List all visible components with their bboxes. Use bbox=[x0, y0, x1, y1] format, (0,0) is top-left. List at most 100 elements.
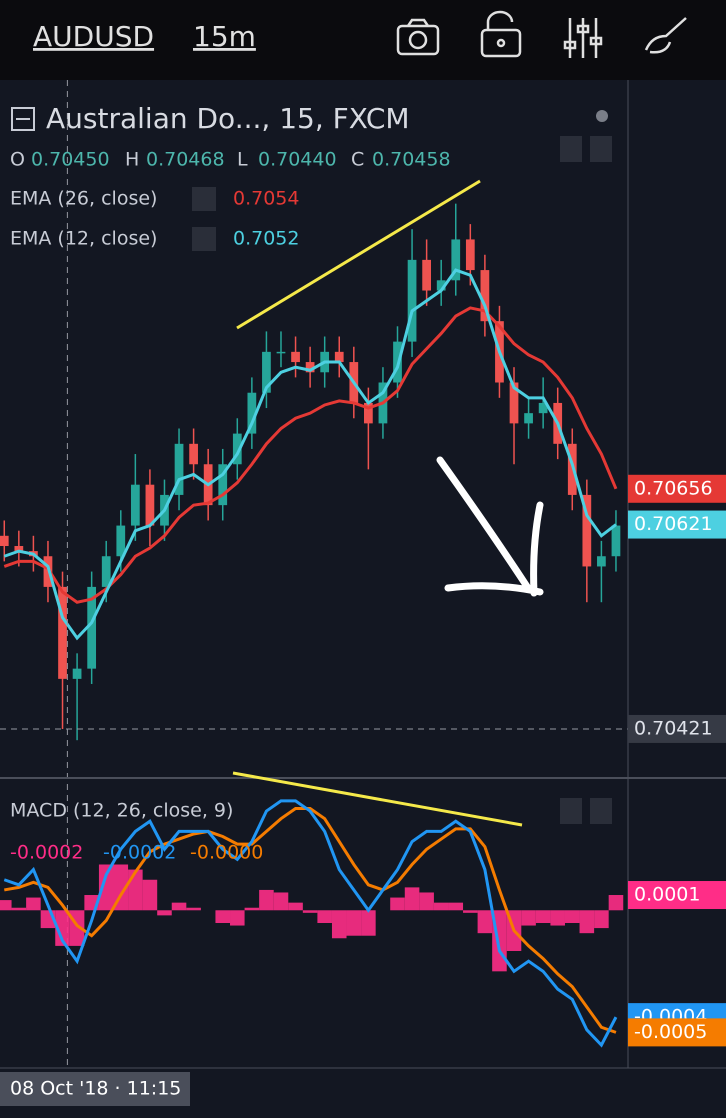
candle-body bbox=[305, 362, 315, 373]
histogram-bar bbox=[346, 910, 362, 936]
candle-body bbox=[465, 239, 475, 271]
macd-legend-value: -0.0002 bbox=[103, 842, 176, 864]
ohlc-value: 0.70468 bbox=[146, 149, 225, 171]
candle-body bbox=[218, 464, 228, 506]
interval[interactable]: 15m bbox=[193, 20, 256, 53]
candle-body bbox=[58, 586, 67, 679]
legend: Australian Do..., 15, FXCM MACD (12, 26,… bbox=[10, 102, 612, 864]
signal-last-label: -0.0005 bbox=[634, 1021, 707, 1043]
histogram-bar bbox=[171, 902, 187, 911]
histogram-legend-value: -0.0002 bbox=[10, 842, 83, 864]
histogram-bar bbox=[564, 910, 580, 923]
candle-body bbox=[0, 535, 9, 547]
histogram-bar bbox=[11, 907, 27, 911]
ohlc-value: 0.70458 bbox=[372, 149, 451, 171]
histogram-bar bbox=[361, 910, 376, 936]
histogram-last-label: 0.0001 bbox=[634, 884, 700, 906]
histogram-bar bbox=[98, 864, 114, 911]
macd-line bbox=[3, 799, 618, 1048]
histogram-bar bbox=[230, 910, 245, 926]
signal-line bbox=[4, 807, 617, 1034]
candle-body bbox=[14, 546, 24, 552]
histogram-bar bbox=[521, 910, 536, 926]
histogram-bar bbox=[477, 910, 493, 934]
candle-body bbox=[291, 351, 300, 363]
histogram-bar bbox=[26, 897, 41, 911]
histogram-bar bbox=[128, 869, 143, 911]
histogram-bar bbox=[157, 910, 172, 916]
scale-button bbox=[560, 136, 582, 162]
signal-last-label-bg bbox=[628, 1018, 726, 1047]
histogram-bar bbox=[419, 892, 434, 911]
last-value-label: 0.70621 bbox=[634, 513, 713, 535]
axes: 0.70656 0.70621 0.70421 08 Oct '18 · 11:15 0… bbox=[0, 474, 726, 1106]
crosshair-time-bg bbox=[0, 1072, 190, 1106]
scale-button bbox=[590, 136, 612, 162]
toolbar-icons[interactable] bbox=[396, 10, 687, 58]
legend-name: EMA (12, close) bbox=[10, 228, 157, 250]
candle-body bbox=[262, 351, 271, 393]
histogram-bar bbox=[288, 902, 303, 911]
histogram-bar bbox=[433, 902, 449, 911]
symbol[interactable]: AUDUSD bbox=[33, 20, 154, 53]
candle-body bbox=[436, 280, 446, 291]
histogram-bar bbox=[404, 887, 420, 911]
status-dot bbox=[596, 110, 608, 122]
candle-body bbox=[334, 351, 344, 363]
ohlc-key: C bbox=[351, 149, 364, 171]
candle-body bbox=[364, 402, 373, 424]
histogram-bar bbox=[186, 907, 201, 911]
legend-value: 0.7052 bbox=[233, 228, 299, 250]
candle-body bbox=[538, 402, 548, 414]
histogram-bar bbox=[302, 910, 318, 913]
candle-body bbox=[116, 525, 126, 557]
candle-body bbox=[87, 586, 97, 669]
candle-body bbox=[72, 668, 82, 679]
candle-body bbox=[276, 351, 286, 354]
histogram-bar bbox=[594, 910, 609, 929]
ohlc-key: L bbox=[237, 149, 248, 171]
ohlc-key: H bbox=[125, 149, 139, 171]
plot bbox=[0, 80, 628, 1068]
histogram-bar bbox=[259, 889, 274, 911]
histogram-bar bbox=[273, 892, 289, 911]
histogram-bar bbox=[331, 910, 347, 939]
candle-body bbox=[174, 443, 184, 495]
histogram-bar bbox=[579, 910, 595, 934]
candle-body bbox=[509, 382, 519, 424]
candle-body bbox=[582, 494, 592, 567]
legend-value: 0.7054 bbox=[233, 188, 299, 210]
last-value-label-bg bbox=[628, 510, 726, 539]
candle-body bbox=[130, 484, 140, 526]
scale-button bbox=[590, 798, 612, 824]
histogram-bar bbox=[0, 900, 12, 911]
candle-body bbox=[480, 270, 490, 322]
histogram-bar bbox=[244, 907, 260, 911]
candle-body bbox=[101, 556, 111, 587]
candle-body bbox=[451, 239, 461, 281]
ohlc-value: 0.70440 bbox=[258, 149, 337, 171]
legend-remove bbox=[192, 187, 216, 211]
instrument-title: Australian Do..., 15, FXCM bbox=[46, 102, 410, 135]
candle-body bbox=[189, 443, 198, 465]
scale-button bbox=[560, 798, 582, 824]
ema-line bbox=[3, 268, 617, 641]
ohlc-value: 0.70450 bbox=[31, 149, 110, 171]
toolbar bbox=[0, 0, 726, 80]
candle-body bbox=[407, 259, 417, 342]
histogram-bar bbox=[550, 910, 565, 926]
candle-body bbox=[145, 484, 155, 526]
candle-body bbox=[597, 556, 606, 567]
signal-legend-value: -0.0000 bbox=[190, 842, 263, 864]
histogram-bar bbox=[317, 910, 332, 923]
candle-body bbox=[247, 392, 257, 434]
candle-body bbox=[422, 259, 431, 291]
histogram-bar bbox=[142, 879, 158, 911]
histogram-bar bbox=[55, 910, 70, 946]
histogram-bar bbox=[215, 910, 231, 923]
candle-body bbox=[611, 525, 621, 557]
crosshair-price-label-bg bbox=[628, 714, 726, 743]
collapse-button[interactable] bbox=[11, 107, 35, 131]
drawings bbox=[232, 179, 544, 827]
